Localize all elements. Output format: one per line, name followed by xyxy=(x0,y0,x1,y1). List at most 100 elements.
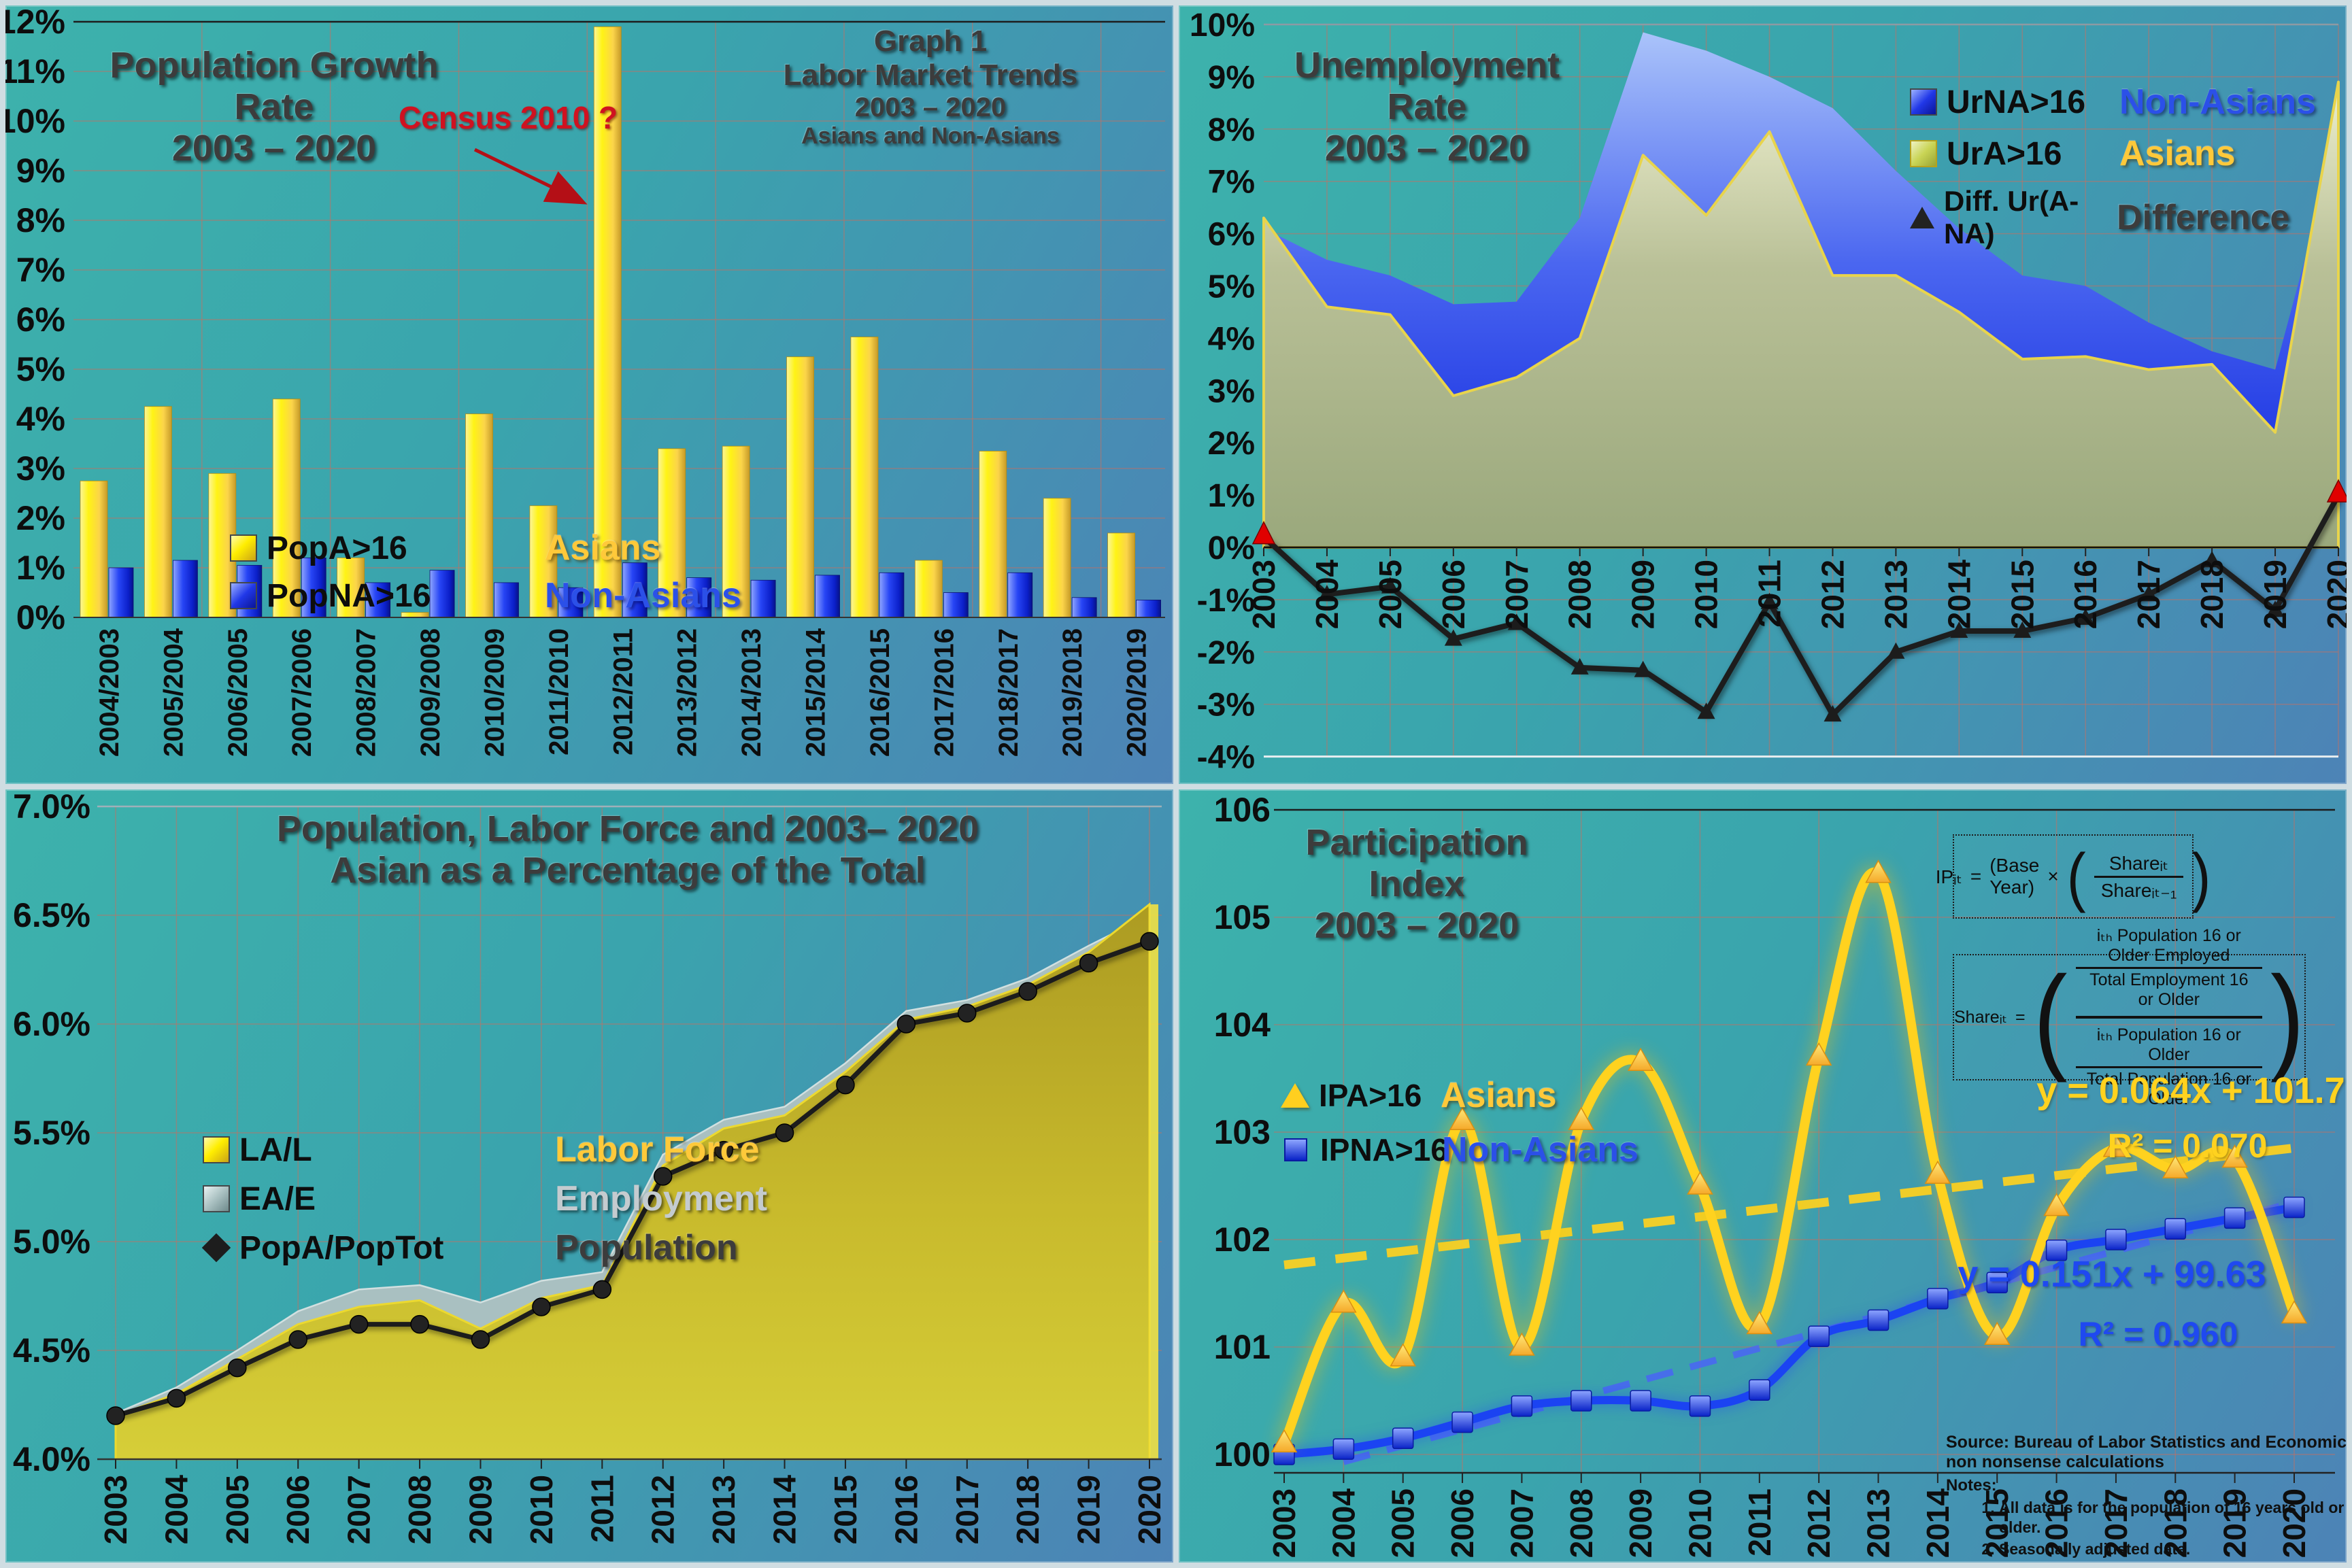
svg-text:2005: 2005 xyxy=(1373,560,1408,629)
population-marker-icon xyxy=(201,1233,231,1263)
legend-diff: Diff. Ur(A-NA) Difference xyxy=(1910,185,2289,250)
diff-marker-icon xyxy=(1910,207,1934,228)
note-item: All data is for the population of 16 yea… xyxy=(1999,1498,2347,1538)
note-item: Data corresponds to September of each ye… xyxy=(1999,1561,2347,1563)
unemployment-chart: 10% 9% 8% 7% 6% 5% 4% 3% 2% 1% 0% -1% -2% -3% -4% 2003 2… xyxy=(1190,7,2347,776)
svg-text:2011: 2011 xyxy=(1742,1488,1777,1556)
svg-text:2018/2017: 2018/2017 xyxy=(994,628,1024,757)
svg-text:2020: 2020 xyxy=(2277,1488,2312,1558)
svg-text:106: 106 xyxy=(1214,791,1271,829)
svg-text:2005: 2005 xyxy=(220,1475,255,1544)
svg-text:4.5%: 4.5% xyxy=(13,1331,90,1369)
svg-text:2007: 2007 xyxy=(341,1475,377,1544)
svg-text:2003: 2003 xyxy=(1246,560,1281,629)
svg-text:2018: 2018 xyxy=(2194,560,2230,629)
svg-text:105: 105 xyxy=(1214,898,1271,936)
population-growth-panel: 12% 11% 10% 9% 8% 7% 6% 5% 4% 3% 2% 1% 0% 2004/2003 20… xyxy=(5,5,1173,784)
svg-text:2013/2012: 2013/2012 xyxy=(673,628,703,757)
svg-text:2017: 2017 xyxy=(950,1475,985,1544)
svg-text:2013: 2013 xyxy=(1878,560,1913,629)
svg-text:2009: 2009 xyxy=(1626,560,1661,629)
svg-text:2010: 2010 xyxy=(524,1475,559,1544)
source-notes: Source: Bureau of Labor Statistics and E… xyxy=(1946,1433,2347,1563)
svg-text:6%: 6% xyxy=(1208,217,1255,253)
asian-share-panel: 7.0% 6.5% 6.0% 5.5% 5.0% 4.5% 4.0% 2003 2004 2005… xyxy=(5,789,1173,1563)
share-formula-box: Shareᵢₜ = ( iₜₕ Population 16 or Older E… xyxy=(1953,926,2306,1108)
svg-text:2008: 2008 xyxy=(1562,560,1598,629)
svg-text:2013: 2013 xyxy=(706,1475,741,1544)
svg-text:2016: 2016 xyxy=(2068,560,2103,629)
popa-swatch-icon xyxy=(230,534,257,562)
svg-text:2020: 2020 xyxy=(2321,560,2347,629)
svg-text:2011/2010: 2011/2010 xyxy=(544,628,574,755)
svg-text:2012: 2012 xyxy=(1801,1488,1836,1558)
svg-text:101: 101 xyxy=(1214,1328,1271,1366)
svg-text:2010: 2010 xyxy=(1689,560,1724,629)
population-growth-chart: 12% 11% 10% 9% 8% 7% 6% 5% 4% 3% 2% 1% 0% 2004/2003 20… xyxy=(5,5,1165,757)
svg-text:6.0%: 6.0% xyxy=(13,1005,90,1043)
svg-text:2012/2011: 2012/2011 xyxy=(608,628,638,755)
svg-text:9%: 9% xyxy=(1208,60,1255,96)
svg-text:-2%: -2% xyxy=(1197,635,1255,671)
svg-text:2009: 2009 xyxy=(1623,1488,1658,1558)
svg-text:2003: 2003 xyxy=(1266,1488,1302,1558)
difference-line xyxy=(1262,494,2341,718)
svg-text:2007/2006: 2007/2006 xyxy=(287,628,317,757)
svg-text:3%: 3% xyxy=(16,449,65,488)
svg-text:2019: 2019 xyxy=(1071,1475,1107,1544)
svg-text:2006: 2006 xyxy=(1445,1488,1480,1558)
svg-text:1%: 1% xyxy=(1208,478,1255,514)
svg-text:10%: 10% xyxy=(1190,7,1255,44)
asian-bars xyxy=(80,26,1135,618)
svg-text:100: 100 xyxy=(1214,1435,1271,1473)
legend-ipa: IPA>16 Asians xyxy=(1281,1075,1557,1116)
svg-text:2018: 2018 xyxy=(2157,1488,2193,1558)
svg-text:2008: 2008 xyxy=(1564,1488,1599,1558)
svg-text:2009/2008: 2009/2008 xyxy=(416,628,446,757)
svg-text:6%: 6% xyxy=(16,301,65,339)
participation-chart: 106 105 104 103 102 101 100 2003 2004 2005 2006 200… xyxy=(1214,791,2335,1558)
svg-text:2014: 2014 xyxy=(1920,1488,1955,1558)
svg-text:2016: 2016 xyxy=(888,1475,924,1544)
svg-text:7%: 7% xyxy=(1208,165,1255,201)
ipa-trend-equation: y = 0.064x + 101.7 xyxy=(2036,1070,2345,1111)
legend-ura: UrA>16 Asians xyxy=(1910,133,2236,174)
svg-text:2005/2004: 2005/2004 xyxy=(158,628,188,757)
popna-swatch-icon xyxy=(230,582,257,609)
svg-text:10%: 10% xyxy=(5,102,65,140)
svg-text:2006/2005: 2006/2005 xyxy=(223,628,253,757)
svg-text:-1%: -1% xyxy=(1197,583,1255,619)
svg-text:2017: 2017 xyxy=(2098,1488,2134,1558)
legend-ipna: IPNA>16 Non-Asians xyxy=(1281,1129,1639,1170)
legend-lal: LA/L Labor Force xyxy=(203,1129,760,1170)
svg-text:2015/2014: 2015/2014 xyxy=(801,628,831,757)
svg-text:3%: 3% xyxy=(1208,373,1255,409)
svg-text:2014/2013: 2014/2013 xyxy=(737,628,767,757)
ura-swatch-icon xyxy=(1910,140,1937,167)
notes-list: All data is for the population of 16 yea… xyxy=(1946,1498,2347,1563)
svg-text:2016: 2016 xyxy=(2039,1488,2074,1558)
asian-area xyxy=(1262,80,2340,549)
svg-text:2019: 2019 xyxy=(2257,560,2293,629)
svg-text:7.0%: 7.0% xyxy=(13,789,90,825)
svg-text:2005: 2005 xyxy=(1385,1488,1421,1558)
panel4-title: Participation Index 2003 – 2020 xyxy=(1305,822,1528,947)
svg-text:12%: 12% xyxy=(5,5,65,41)
svg-text:2009: 2009 xyxy=(463,1475,498,1544)
svg-text:102: 102 xyxy=(1214,1221,1271,1259)
svg-text:2019/2018: 2019/2018 xyxy=(1058,628,1088,757)
ipa-line xyxy=(1279,867,2299,1449)
svg-text:104: 104 xyxy=(1214,1006,1271,1044)
svg-text:2003: 2003 xyxy=(98,1475,133,1544)
lal-swatch-icon xyxy=(203,1136,230,1163)
svg-text:103: 103 xyxy=(1214,1113,1271,1151)
non-asian-bars xyxy=(108,558,1161,618)
svg-text:5%: 5% xyxy=(16,350,65,388)
svg-text:0%: 0% xyxy=(1208,530,1255,566)
svg-text:5.0%: 5.0% xyxy=(13,1223,90,1261)
svg-text:2008/2007: 2008/2007 xyxy=(352,628,382,757)
svg-text:2010: 2010 xyxy=(1682,1488,1717,1558)
legend-urna: UrNA>16 Non-Asians xyxy=(1910,82,2316,122)
svg-text:4.0%: 4.0% xyxy=(13,1440,90,1478)
